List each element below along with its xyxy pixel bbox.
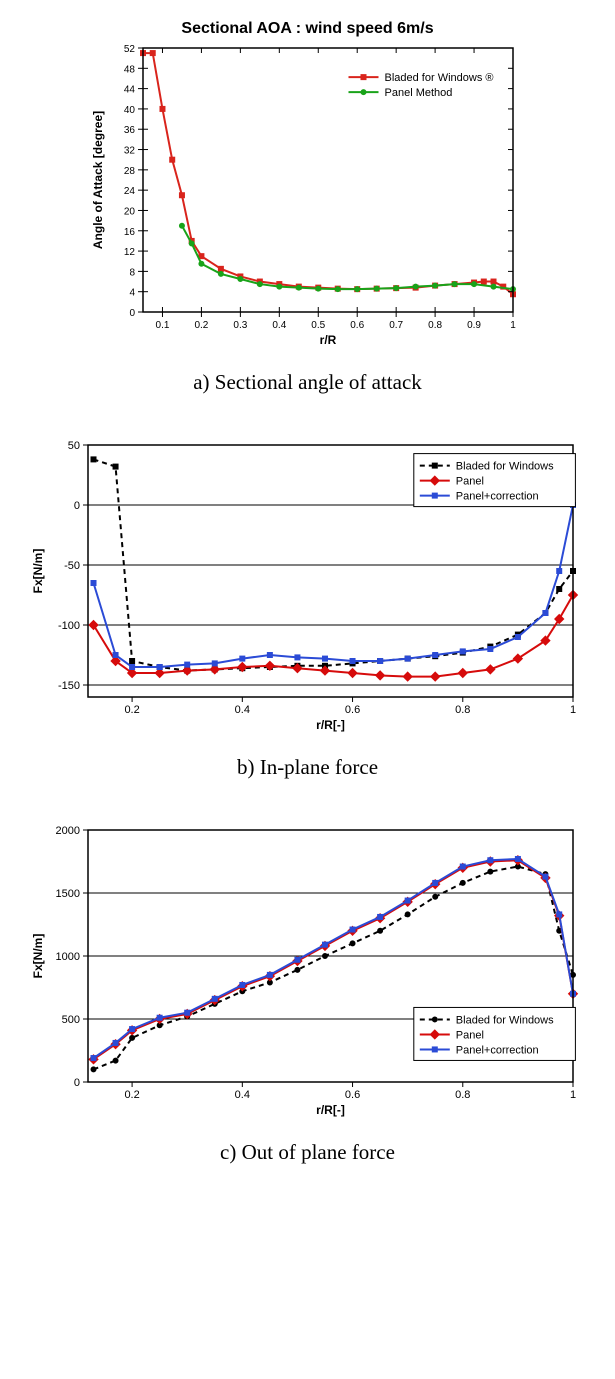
svg-text:52: 52 [123,44,135,55]
svg-text:0: 0 [73,500,79,512]
svg-text:Panel: Panel [455,476,483,488]
caption-a: a) Sectional angle of attack [20,370,595,395]
svg-text:28: 28 [123,166,135,177]
svg-text:2000: 2000 [55,825,79,837]
svg-text:40: 40 [123,105,135,116]
svg-text:8: 8 [129,267,135,278]
svg-text:48: 48 [123,64,135,75]
svg-text:r/R[-]: r/R[-] [316,1103,345,1117]
caption-b: b) In-plane force [20,755,595,780]
svg-text:32: 32 [123,146,135,157]
svg-text:0: 0 [129,308,135,319]
svg-text:0.8: 0.8 [428,320,442,331]
chart-b-svg: 0.2 0.4 0.6 0.8 1 -150 -100 -50 0 50 r/R[-] Fx[N/m]… [28,435,588,735]
svg-text:Fx[N/m]: Fx[N/m] [31,934,45,979]
svg-text:0.1: 0.1 [155,320,169,331]
svg-text:Panel: Panel [455,1029,483,1041]
svg-text:4: 4 [129,288,135,299]
svg-text:1: 1 [510,320,516,331]
svg-text:-150: -150 [57,680,79,692]
svg-text:0.4: 0.4 [272,320,286,331]
svg-text:0.4: 0.4 [234,1089,249,1101]
svg-text:0.3: 0.3 [233,320,247,331]
svg-text:0.6: 0.6 [350,320,364,331]
svg-text:0: 0 [73,1077,79,1089]
svg-text:50: 50 [67,440,79,452]
svg-text:Bladed for Windows: Bladed for Windows [455,461,553,473]
figure-a: Sectional AOA : wind speed 6m/s 0.1 0.2 0.… [20,20,595,395]
svg-text:44: 44 [123,85,135,96]
caption-c: c) Out of plane force [20,1140,595,1165]
svg-text:0.8: 0.8 [455,1089,470,1101]
svg-text:1: 1 [569,704,575,716]
svg-text:0.2: 0.2 [124,704,139,716]
svg-text:Fx[N/m]: Fx[N/m] [31,549,45,594]
svg-text:-100: -100 [57,620,79,632]
figure-b: 0.2 0.4 0.6 0.8 1 -150 -100 -50 0 50 r/R[-] Fx[N/m]… [20,435,595,780]
chart-a-svg: 0.10.20.30.40.50.60.70.80.91048121620242… [88,40,528,350]
figure-c: 0.2 0.4 0.6 0.8 1 0 500 1000 1500 2000 r/R[-] Fx[N/… [20,820,595,1165]
svg-text:1: 1 [569,1089,575,1101]
svg-text:r/R[-]: r/R[-] [316,718,345,732]
svg-text:Bladed for Windows ®: Bladed for Windows ® [384,72,493,84]
svg-text:500: 500 [61,1014,79,1026]
svg-text:12: 12 [123,247,135,258]
svg-text:0.9: 0.9 [467,320,481,331]
svg-text:0.5: 0.5 [311,320,325,331]
chart-c-svg: 0.2 0.4 0.6 0.8 1 0 500 1000 1500 2000 r/R[-] Fx[N/… [28,820,588,1120]
svg-text:24: 24 [123,186,135,197]
svg-text:0.7: 0.7 [389,320,403,331]
svg-text:0.2: 0.2 [194,320,208,331]
chart-b-container: 0.2 0.4 0.6 0.8 1 -150 -100 -50 0 50 r/R[-] Fx[N/m]… [20,435,595,735]
svg-text:0.4: 0.4 [234,704,249,716]
chart-c-container: 0.2 0.4 0.6 0.8 1 0 500 1000 1500 2000 r/R[-] Fx[N/… [20,820,595,1120]
svg-text:16: 16 [123,227,135,238]
svg-text:0.8: 0.8 [455,704,470,716]
svg-text:1500: 1500 [55,888,79,900]
svg-text:-50: -50 [64,560,80,572]
svg-text:20: 20 [123,206,135,217]
svg-text:36: 36 [123,125,135,136]
svg-text:Panel+correction: Panel+correction [455,1044,538,1056]
svg-text:r/R: r/R [319,333,336,347]
svg-text:Panel Method: Panel Method [384,87,452,99]
svg-text:0.6: 0.6 [344,704,359,716]
chart-a-title: Sectional AOA : wind speed 6m/s [20,20,595,38]
svg-text:Bladed for Windows: Bladed for Windows [455,1014,553,1026]
svg-text:Angle of Attack [degree]: Angle of Attack [degree] [91,111,105,249]
svg-text:0.6: 0.6 [344,1089,359,1101]
svg-text:Panel+correction: Panel+correction [455,491,538,503]
svg-text:0.2: 0.2 [124,1089,139,1101]
svg-text:1000: 1000 [55,951,79,963]
chart-a-container: 0.10.20.30.40.50.60.70.80.91048121620242… [20,40,595,350]
